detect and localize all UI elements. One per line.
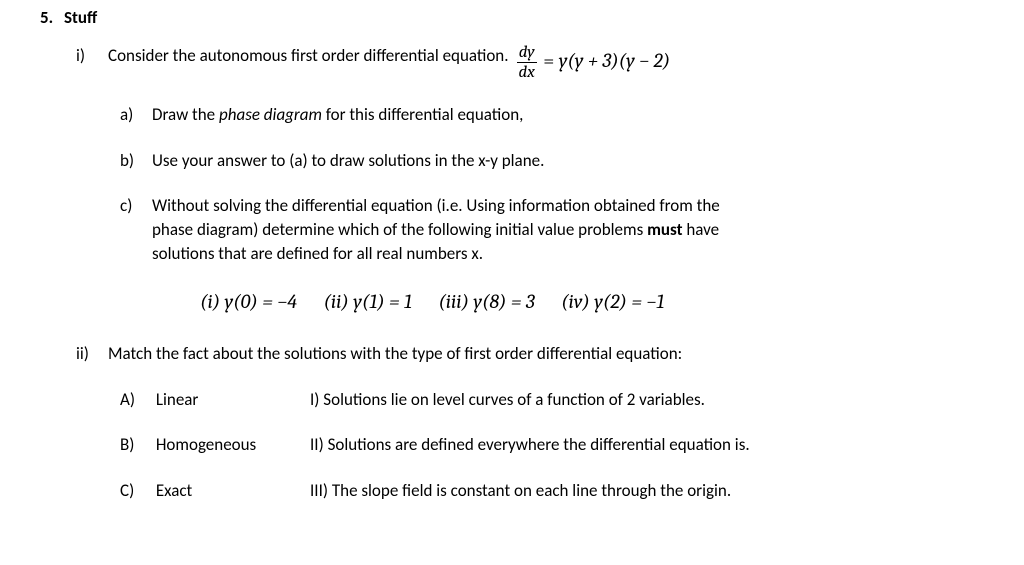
subpart-c-label: c)	[120, 194, 146, 218]
question-title: Stuff	[64, 6, 97, 30]
subpart-a-label: a)	[120, 103, 146, 127]
subpart-b-text: Use your answer to (a) to draw solutions…	[152, 149, 544, 173]
question-number: 5.	[40, 6, 64, 30]
part-i: i) Consider the autonomous first order d…	[76, 44, 984, 81]
c-line1: Without solving the differential equatio…	[152, 194, 720, 218]
subpart-b: b) Use your answer to (a) to draw soluti…	[120, 149, 984, 173]
subpart-a: a) Draw the phase diagram for this diffe…	[120, 103, 984, 127]
match-b-right: II) Solutions are defined everywhere the…	[310, 433, 750, 457]
subpart-a-text: Draw the phase diagram for this differen…	[152, 103, 523, 127]
subpart-c-body: Without solving the differential equatio…	[152, 194, 720, 265]
subpart-b-label: b)	[120, 149, 146, 173]
c-line2: phase diagram) determine which of the fo…	[152, 218, 720, 242]
ivp-iii: (iii) y(8) = 3	[438, 290, 534, 313]
match-b-left: B) Homogeneous	[120, 433, 310, 457]
equation: dy dx = y(y + 3)(y − 2)	[515, 44, 671, 81]
part-ii-label: ii)	[76, 342, 102, 366]
c-line2-post: have	[683, 219, 720, 240]
match-a-right-text: Solutions lie on level curves of a funct…	[323, 389, 705, 410]
match-b-right-text: Solutions are defined everywhere the dif…	[328, 434, 750, 455]
a-italic: phase diagram	[219, 104, 322, 125]
match-c-right-text: The slope field is constant on each line…	[332, 480, 731, 501]
match-a-right-label: I)	[310, 389, 319, 410]
equation-rhs: y(y + 3)(y − 2)	[559, 49, 670, 72]
c-line2-bold: must	[647, 219, 682, 240]
a-pre: Draw the	[152, 104, 219, 125]
page: 5. Stuff i) Consider the autonomous firs…	[0, 0, 1024, 503]
match-b-right-label: II)	[310, 434, 324, 455]
match-c-left-label: C)	[120, 479, 146, 503]
ivp-iv: (iv) y(2) = −1	[561, 290, 664, 313]
match-a-left-label: A)	[120, 388, 146, 412]
fraction: dy dx	[517, 44, 537, 81]
question-header: 5. Stuff	[40, 6, 984, 30]
match-a-left-text: Linear	[156, 389, 199, 410]
match-c-left: C) Exact	[120, 479, 310, 503]
frac-numerator: dy	[517, 44, 537, 63]
match-row-b: B) Homogeneous II) Solutions are defined…	[120, 433, 984, 457]
match-c-left-text: Exact	[156, 480, 192, 501]
part-i-label: i)	[76, 44, 102, 68]
ivp-i: (i) y(0) = −4	[200, 290, 297, 313]
match-b-left-text: Homogeneous	[156, 434, 256, 455]
part-i-intro: Consider the autonomous first order diff…	[108, 44, 509, 68]
ivp-list: (i) y(0) = −4 (ii) y(1) = 1 (iii) y(8) =…	[200, 288, 984, 316]
match-row-a: A) Linear I) Solutions lie on level curv…	[120, 388, 984, 412]
match-b-left-label: B)	[120, 433, 146, 457]
equals: =	[539, 49, 559, 72]
match-c-right-label: III)	[310, 480, 328, 501]
ivp-ii: (ii) y(1) = 1	[323, 290, 411, 313]
match-a-right: I) Solutions lie on level curves of a fu…	[310, 388, 705, 412]
c-line2-pre: phase diagram) determine which of the fo…	[152, 219, 647, 240]
match-a-left: A) Linear	[120, 388, 310, 412]
match-c-right: III) The slope field is constant on each…	[310, 479, 731, 503]
c-line3: solutions that are defined for all real …	[152, 242, 720, 266]
part-ii: ii) Match the fact about the solutions w…	[76, 342, 984, 366]
match-row-c: C) Exact III) The slope field is constan…	[120, 479, 984, 503]
subpart-c: c) Without solving the differential equa…	[120, 194, 984, 265]
a-post: for this differential equation,	[322, 104, 523, 125]
part-ii-prompt: Match the fact about the solutions with …	[108, 342, 682, 366]
frac-denominator: dx	[517, 63, 537, 81]
